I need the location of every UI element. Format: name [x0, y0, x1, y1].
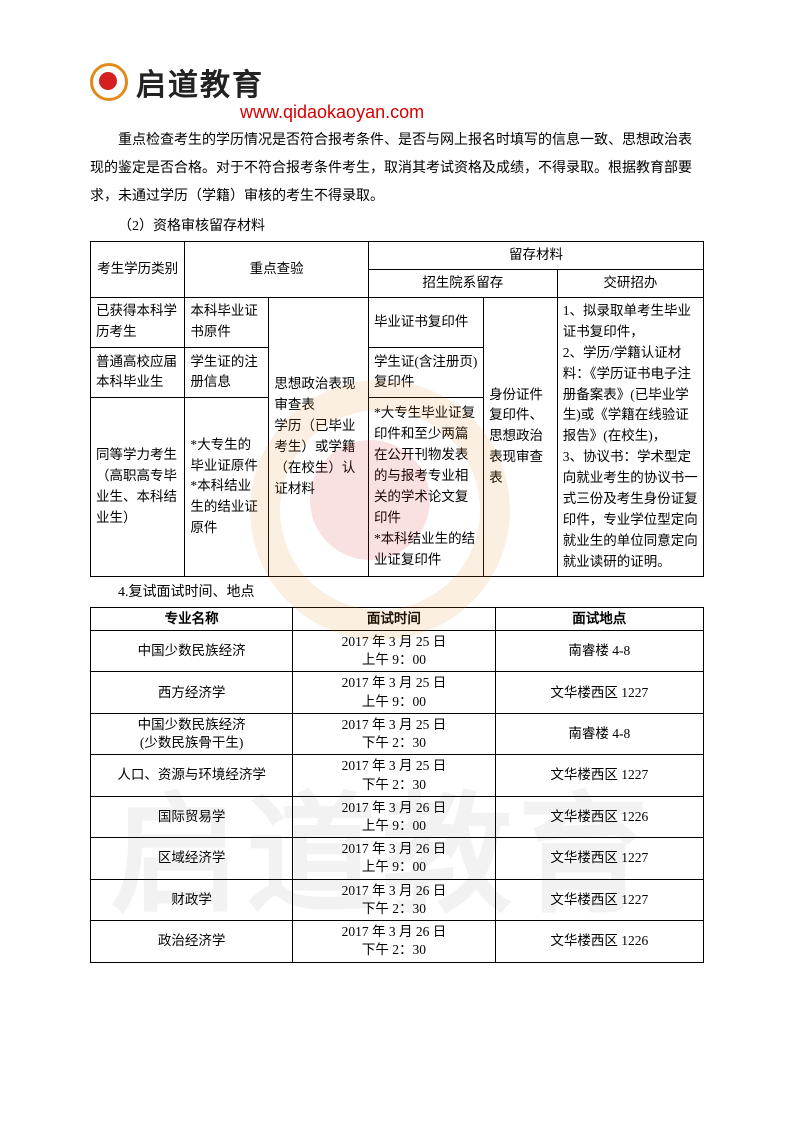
intro-paragraph: 重点检查考生的学历情况是否符合报考条件、是否与网上报名时填写的信息一致、思想政治…: [90, 127, 704, 211]
table-cell: 文华楼西区 1227: [495, 755, 703, 796]
sched-th-time: 面试时间: [293, 607, 495, 630]
brand-name: 启道教育: [136, 60, 264, 104]
keep-row3: *大专生毕业证复印件和至少两篇在公开刊物发表的与报考专业相关的学术论文复印件 *…: [368, 398, 483, 577]
cat-row1: 已获得本科学历考生: [91, 297, 185, 347]
th-check: 重点查验: [185, 242, 369, 298]
check-row1: 本科毕业证书原件: [185, 297, 269, 347]
th-kept-dept: 招生院系留存: [368, 269, 557, 297]
table-cell: 2017 年 3 月 25 日 下午 2：30: [293, 755, 495, 796]
table-cell: 2017 年 3 月 26 日 上午 9：00: [293, 838, 495, 879]
sched-th-major: 专业名称: [91, 607, 293, 630]
schedule-table: 专业名称 面试时间 面试地点 中国少数民族经济2017 年 3 月 25 日 上…: [90, 607, 704, 963]
table-cell: 2017 年 3 月 26 日 下午 2：30: [293, 921, 495, 962]
table-cell: 南睿楼 4-8: [495, 713, 703, 754]
brand-logo-icon: [90, 63, 128, 101]
subheading-materials: （2）资格审核留存材料: [90, 213, 704, 241]
th-kept: 留存材料: [368, 242, 703, 270]
table-cell: 人口、资源与环境经济学: [91, 755, 293, 796]
table-cell: 南睿楼 4-8: [495, 631, 703, 672]
table-cell: 文华楼西区 1227: [495, 838, 703, 879]
table-cell: 财政学: [91, 879, 293, 920]
th-kept-office: 交研招办: [557, 269, 703, 297]
table-cell: 西方经济学: [91, 672, 293, 713]
table-cell: 2017 年 3 月 25 日 下午 2：30: [293, 713, 495, 754]
cat-row3: 同等学力考生 （高职高专毕业生、本科结业生）: [91, 398, 185, 577]
keep-row1: 毕业证书复印件: [368, 297, 483, 347]
table-cell: 文华楼西区 1227: [495, 672, 703, 713]
table-cell: 中国少数民族经济 (少数民族骨干生): [91, 713, 293, 754]
table-cell: 2017 年 3 月 26 日 下午 2：30: [293, 879, 495, 920]
keep-row2: 学生证(含注册页)复印件: [368, 347, 483, 397]
table-cell: 文华楼西区 1226: [495, 796, 703, 837]
check-row3: *大专生的毕业证原件 *本科结业生的结业证原件: [185, 398, 269, 577]
table-cell: 中国少数民族经济: [91, 631, 293, 672]
keep-merged-c: 1、拟录取单考生毕业证书复印件， 2、学历/学籍认证材料：《学历证书电子注册备案…: [557, 297, 703, 576]
materials-table: 考生学历类别 重点查验 留存材料 招生院系留存 交研招办 已获得本科学历考生 本…: [90, 241, 704, 577]
brand-url: www.qidaokaoyan.com: [240, 102, 704, 123]
table-cell: 2017 年 3 月 26 日 上午 9：00: [293, 796, 495, 837]
sched-th-place: 面试地点: [495, 607, 703, 630]
table-cell: 国际贸易学: [91, 796, 293, 837]
table-cell: 文华楼西区 1226: [495, 921, 703, 962]
table-cell: 文华楼西区 1227: [495, 879, 703, 920]
page-header: 启道教育: [90, 60, 704, 104]
table-cell: 2017 年 3 月 25 日 上午 9：00: [293, 672, 495, 713]
cat-row2: 普通高校应届本科毕业生: [91, 347, 185, 397]
check-row2: 学生证的注册信息: [185, 347, 269, 397]
table-cell: 政治经济学: [91, 921, 293, 962]
keep-merged-b: 身份证件复印件、思想政治表现审查表: [484, 297, 558, 576]
table-cell: 2017 年 3 月 25 日 上午 9：00: [293, 631, 495, 672]
check-merged: 思想政治表现审查表 学历（已毕业考生）或学籍（在校生）认证材料: [269, 297, 369, 576]
th-category: 考生学历类别: [91, 242, 185, 298]
table-cell: 区域经济学: [91, 838, 293, 879]
subheading-schedule: 4.复试面试时间、地点: [90, 579, 704, 607]
